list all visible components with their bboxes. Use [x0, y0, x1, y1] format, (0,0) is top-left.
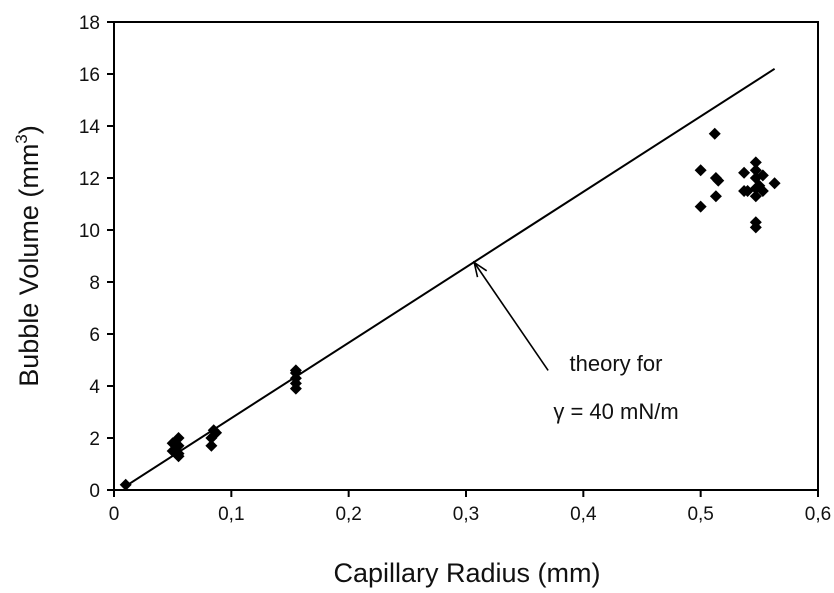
plot-border — [113, 21, 819, 491]
data-point — [694, 164, 707, 177]
data-point — [172, 432, 185, 444]
y-tick-label: 16 — [79, 65, 100, 86]
theory-line-group — [125, 67, 776, 487]
x-tick-label: 0 — [109, 504, 120, 525]
data-point — [756, 185, 769, 197]
plot-area — [113, 21, 819, 491]
y-tick-label: 6 — [89, 325, 100, 346]
y-tick-label: 0 — [89, 481, 100, 502]
y-tick-label: 14 — [79, 117, 101, 138]
y-tick-label: 10 — [79, 221, 100, 242]
y-axis-title-suffix: ) — [14, 125, 44, 134]
y-axis: 0 2 4 6 8 10 12 14 16 18 — [79, 13, 114, 502]
annotation-line-2: γ = 40 mN/m — [553, 399, 678, 424]
data-point — [749, 221, 762, 234]
y-axis-title: Bubble Volume (mm3) — [12, 125, 44, 387]
data-point — [749, 156, 762, 169]
annotation-arrow-head — [472, 260, 488, 278]
x-tick-label: 0,4 — [570, 504, 597, 525]
x-tick-label: 0,2 — [335, 504, 361, 525]
data-point — [694, 200, 707, 213]
data-point — [749, 190, 762, 203]
x-axis-title: Capillary Radius (mm) — [333, 558, 600, 588]
data-point — [712, 174, 725, 187]
y-tick-label: 12 — [79, 169, 100, 190]
data-point — [205, 439, 218, 452]
data-point — [749, 164, 762, 177]
x-tick-label: 0,1 — [218, 504, 244, 525]
data-point — [709, 190, 722, 203]
y-axis-title-main: Bubble Volume (mm — [14, 144, 44, 387]
y-tick-label: 18 — [79, 13, 100, 34]
data-point — [172, 439, 185, 452]
data-point — [708, 127, 721, 140]
theory-line — [125, 67, 776, 487]
data-point — [756, 169, 769, 182]
data-point — [738, 166, 751, 179]
data-point — [119, 478, 132, 491]
y-tick-label: 4 — [89, 377, 100, 398]
x-axis: 0 0,1 0,2 0,3 0,4 0,5 0,6 — [109, 490, 831, 525]
data-point — [768, 177, 781, 190]
annotation-arrow-shaft — [473, 262, 549, 371]
y-tick-label: 2 — [89, 429, 100, 450]
y-axis-title-superscript: 3 — [12, 134, 31, 143]
annotation-line-1: theory for — [570, 351, 663, 376]
x-tick-label: 0,6 — [805, 504, 831, 525]
x-tick-label: 0,3 — [453, 504, 479, 525]
x-tick-label: 0,5 — [687, 504, 713, 525]
data-points — [119, 127, 781, 491]
data-point — [289, 364, 302, 377]
y-tick-label: 8 — [89, 273, 100, 294]
